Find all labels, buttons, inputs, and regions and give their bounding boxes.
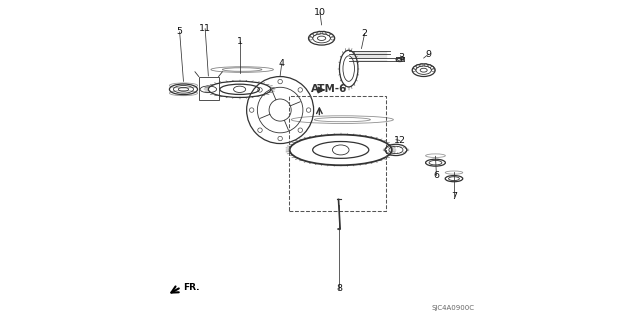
Text: 2: 2 xyxy=(362,29,367,38)
Text: 11: 11 xyxy=(199,24,211,33)
Text: ATM-6: ATM-6 xyxy=(312,84,348,94)
Text: 6: 6 xyxy=(433,171,440,180)
Text: 1: 1 xyxy=(237,37,243,46)
Text: 5: 5 xyxy=(177,27,182,36)
Text: 4: 4 xyxy=(279,59,285,68)
Text: 12: 12 xyxy=(394,136,406,145)
Ellipse shape xyxy=(337,228,340,230)
Text: 8: 8 xyxy=(336,284,342,293)
Text: 9: 9 xyxy=(426,50,431,59)
Text: 7: 7 xyxy=(451,192,457,201)
Text: 10: 10 xyxy=(314,8,326,17)
Text: 3: 3 xyxy=(398,53,404,62)
Text: FR.: FR. xyxy=(183,283,199,292)
Text: SJC4A0900C: SJC4A0900C xyxy=(432,305,475,311)
